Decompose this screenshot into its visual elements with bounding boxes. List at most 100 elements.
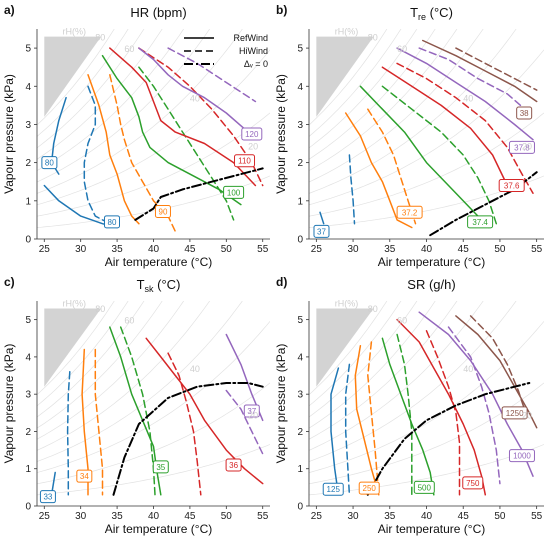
- rh-line: [309, 321, 544, 473]
- y-tick-label: 0: [25, 235, 31, 246]
- rh-label: 80: [368, 32, 378, 42]
- rh-line: [37, 29, 243, 194]
- y-tick-label: 5: [297, 44, 303, 55]
- plot-area: 37 37.2 37.4 37.6 37.8 38: [309, 29, 544, 238]
- rh-line: [309, 29, 517, 194]
- panel-title: Tsk (°C): [137, 277, 181, 294]
- rh-line: [309, 112, 544, 217]
- rh-line: [37, 301, 163, 429]
- series-line-110-dashed: [138, 47, 264, 187]
- iso-label-box: [223, 185, 245, 199]
- x-axis-title: Air temperature (°C): [378, 522, 486, 536]
- panel-title: SR (g/h): [407, 277, 455, 292]
- rh-line: [309, 301, 484, 451]
- rh-line: [37, 112, 270, 217]
- rh-line: [37, 301, 115, 396]
- series-line-37-dashed: [225, 389, 264, 455]
- x-tick-label: 50: [494, 244, 506, 255]
- x-tick-label: 55: [257, 511, 269, 522]
- series-line-110-solid: [109, 47, 257, 187]
- series-line-750-solid: [396, 318, 487, 496]
- series-line-37.2-dashed: [367, 108, 417, 225]
- rh-axis-label: rH(%): [335, 299, 359, 309]
- x-tick-label: 45: [458, 511, 470, 522]
- iso-label: 750: [466, 479, 480, 488]
- x-tick-label: 55: [531, 244, 543, 255]
- iso-label: 37.4: [472, 218, 488, 227]
- series-line-34-dashed: [94, 348, 104, 496]
- iso-label-box: [39, 490, 56, 504]
- rh-line: [37, 321, 270, 473]
- x-tick-label: 45: [184, 244, 196, 255]
- rh-axis-label: rH(%): [62, 299, 86, 309]
- series-line-35-dashed: [119, 326, 156, 496]
- iso-label: 500: [418, 483, 432, 492]
- x-axis-title: Air temperature (°C): [105, 522, 213, 536]
- rh-label: 40: [190, 364, 200, 374]
- iso-label: 37: [317, 227, 326, 236]
- rh-line: [37, 29, 163, 160]
- rh-label: 20: [522, 141, 532, 151]
- x-axis-title: Air temperature (°C): [378, 255, 486, 269]
- y-tick-label: 1: [25, 464, 31, 475]
- y-tick-label: 4: [25, 352, 31, 363]
- series-line-90-solid: [87, 74, 140, 225]
- y-tick-label: 2: [297, 158, 303, 169]
- y-tick-label: 3: [25, 120, 31, 131]
- series-line-80-dashed: [83, 85, 111, 225]
- iso-label: 1250: [506, 409, 524, 418]
- x-tick-label: 30: [75, 511, 87, 522]
- series-line-0-dashdot: [366, 382, 531, 496]
- iso-label-box: [358, 481, 380, 495]
- series-line-120-solid: [138, 47, 249, 133]
- rh-line: [37, 301, 129, 407]
- y-tick-label: 3: [297, 120, 303, 131]
- series-line-37-dashed: [348, 154, 356, 225]
- y-tick-label: 0: [297, 235, 303, 246]
- series-line-37-solid: [319, 211, 325, 225]
- iso-label-box: [462, 476, 484, 490]
- iso-label: 1000: [513, 452, 531, 461]
- iso-label: 250: [363, 484, 377, 493]
- rh-line: [309, 301, 436, 429]
- x-tick-label: 40: [421, 511, 433, 522]
- iso-label-box: [501, 406, 528, 420]
- excluded-region: [316, 308, 374, 387]
- y-tick-label: 0: [297, 502, 303, 513]
- x-tick-label: 50: [494, 511, 506, 522]
- series-line-250-dashed: [367, 341, 380, 496]
- iso-label-box: [313, 224, 330, 238]
- iso-label: 35: [156, 463, 165, 472]
- iso-label-box: [243, 404, 260, 418]
- x-tick-label: 35: [112, 244, 124, 255]
- y-axis-title: Vapour pressure (kPa): [2, 344, 16, 464]
- rh-line: [309, 301, 388, 396]
- rh-line: [309, 301, 418, 418]
- rh-line: [37, 301, 145, 418]
- rh-line: [37, 29, 185, 171]
- series-line-38-dashed: [455, 47, 538, 91]
- x-tick-label: 25: [39, 511, 51, 522]
- rh-line: [37, 49, 270, 206]
- iso-label-box: [41, 156, 58, 170]
- panel-letter: a): [4, 3, 15, 17]
- rh-line: [37, 29, 211, 183]
- x-tick-label: 50: [221, 511, 233, 522]
- series-line-37.4-solid: [359, 85, 490, 229]
- series-line-37.8-solid: [396, 47, 534, 141]
- y-tick-label: 2: [25, 427, 31, 438]
- rh-line: [37, 301, 185, 440]
- iso-label: 120: [245, 130, 259, 139]
- series-line-125-dashed: [344, 363, 351, 496]
- series-line-36-dashed: [167, 352, 202, 496]
- y-tick-label: 2: [25, 158, 31, 169]
- plot-area: 33 34 35 36 37: [37, 301, 270, 504]
- y-tick-label: 1: [297, 464, 303, 475]
- panel-letter: d): [276, 275, 287, 289]
- iso-label-box: [516, 106, 533, 120]
- x-tick-label: 35: [112, 511, 124, 522]
- iso-label: 80: [45, 159, 54, 168]
- rh-line: [309, 29, 458, 171]
